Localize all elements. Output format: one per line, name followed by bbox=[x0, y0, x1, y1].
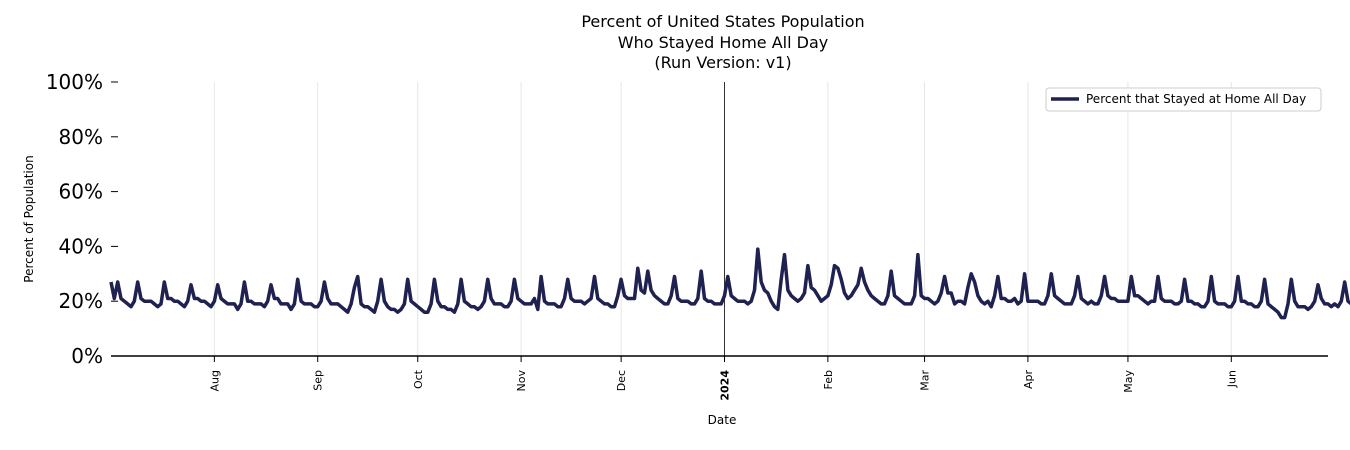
y-axis-label: Percent of Population bbox=[22, 155, 36, 282]
chart-title-line-1: Percent of United States Population bbox=[581, 12, 864, 31]
x-tick-label: Mar bbox=[919, 370, 932, 391]
legend-box bbox=[1045, 87, 1322, 112]
x-tick-label: Oct bbox=[412, 369, 425, 389]
x-axis-label: Date bbox=[708, 413, 737, 427]
chart-title-line-2: Who Stayed Home All Day bbox=[618, 33, 828, 52]
legend: Percent that Stayed at Home All Day bbox=[1045, 87, 1322, 112]
y-tick-label: 40% bbox=[59, 234, 103, 258]
y-tick-label: 60% bbox=[59, 180, 103, 204]
x-gridlines bbox=[213, 82, 1232, 356]
x-tick-label: Feb bbox=[822, 370, 835, 389]
x-tick-label: 2024 bbox=[719, 370, 732, 401]
chart-title-line-3: (Run Version: v1) bbox=[654, 53, 791, 72]
x-tick-label: Aug bbox=[208, 370, 221, 391]
series-line-stayed-home bbox=[109, 247, 1350, 320]
x-tick-label: May bbox=[1122, 370, 1135, 393]
x-axis-ticks: Aug Sep Oct Nov Dec 2024 Feb Mar Apr May Jun bbox=[208, 356, 1238, 401]
x-tick-label: Apr bbox=[1022, 370, 1035, 390]
legend-label: Percent that Stayed at Home All Day bbox=[1086, 92, 1306, 106]
x-tick-label: Nov bbox=[515, 370, 528, 392]
y-tick-label: 80% bbox=[59, 125, 103, 149]
y-tick-label: 0% bbox=[71, 344, 103, 368]
y-axis: 0% 20% 40% 60% 80% 100% bbox=[46, 70, 118, 368]
y-tick-label: 20% bbox=[59, 289, 103, 313]
x-tick-label: Jun bbox=[1225, 370, 1238, 388]
x-tick-label: Sep bbox=[312, 370, 325, 391]
y-tick-label: 100% bbox=[46, 70, 103, 94]
x-tick-label: Dec bbox=[615, 370, 628, 391]
